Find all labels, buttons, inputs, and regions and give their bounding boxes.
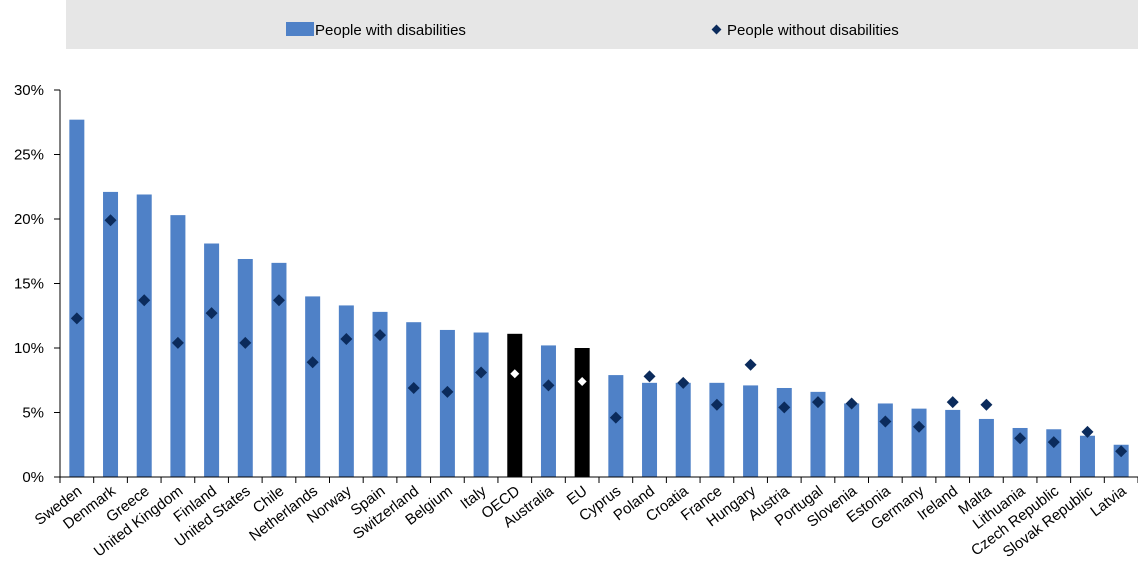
marker-portugal bbox=[811, 396, 824, 409]
marker-poland bbox=[643, 370, 656, 383]
marker-belgium bbox=[441, 385, 454, 398]
y-tick-label: 25% bbox=[14, 147, 44, 164]
bar-italy bbox=[473, 332, 489, 477]
marker-italy bbox=[475, 366, 488, 379]
marker-slovenia bbox=[845, 397, 858, 410]
bar-malta bbox=[978, 418, 994, 477]
y-tick-label: 0% bbox=[22, 469, 44, 486]
legend-label-without-disabilities: People without disabilities bbox=[727, 22, 899, 39]
bar-oecd bbox=[507, 333, 523, 477]
bar-sweden bbox=[69, 119, 85, 478]
legend-background bbox=[66, 0, 1138, 49]
bar-slovenia bbox=[844, 403, 860, 477]
bar-estonia bbox=[877, 403, 893, 477]
bar-norway bbox=[338, 305, 354, 477]
marker-spain bbox=[374, 329, 387, 342]
marker-finland bbox=[205, 307, 218, 320]
marker-norway bbox=[340, 332, 353, 345]
marker-latvia bbox=[1115, 445, 1128, 458]
bar-switzerland bbox=[406, 322, 422, 477]
y-tick-label: 5% bbox=[22, 405, 44, 422]
legend: People with disabilities People without … bbox=[286, 22, 899, 39]
bar-spain bbox=[372, 311, 388, 477]
bar-greece bbox=[136, 194, 152, 478]
marker-united-states bbox=[239, 336, 252, 349]
bar-series bbox=[69, 119, 1129, 478]
marker-hungary bbox=[744, 358, 757, 371]
marker-austria bbox=[778, 401, 791, 414]
marker-denmark bbox=[104, 214, 117, 227]
marker-cyprus bbox=[609, 411, 622, 424]
marker-greece bbox=[138, 294, 151, 307]
bar-chile bbox=[271, 262, 287, 477]
bar-poland bbox=[642, 382, 658, 477]
bar-united-states bbox=[237, 258, 253, 477]
bar-denmark bbox=[103, 191, 119, 477]
x-tick-label-latvia: Latvia bbox=[1087, 482, 1130, 520]
bar-hungary bbox=[743, 385, 759, 477]
marker-netherlands bbox=[306, 356, 319, 369]
marker-australia bbox=[542, 379, 555, 392]
marker-slovak-republic bbox=[1081, 425, 1094, 438]
y-tick-label: 10% bbox=[14, 340, 44, 357]
y-tick-label: 15% bbox=[14, 276, 44, 293]
bar-cyprus bbox=[608, 375, 624, 477]
marker-eu bbox=[577, 377, 587, 387]
marker-lithuania bbox=[1014, 432, 1027, 445]
bar-ireland bbox=[945, 409, 961, 477]
marker-croatia bbox=[677, 376, 690, 389]
marker-czech-republic bbox=[1047, 436, 1060, 449]
legend-marker-without-disabilities bbox=[711, 24, 722, 35]
marker-estonia bbox=[879, 415, 892, 428]
y-tick-label: 20% bbox=[14, 211, 44, 228]
marker-united-kingdom bbox=[171, 336, 184, 349]
bar-portugal bbox=[810, 391, 826, 477]
marker-switzerland bbox=[407, 381, 420, 394]
bar-slovak-republic bbox=[1079, 435, 1095, 477]
marker-ireland bbox=[946, 396, 959, 409]
bar-croatia bbox=[675, 382, 691, 477]
bar-austria bbox=[776, 387, 792, 477]
y-tick-label: 30% bbox=[14, 82, 44, 99]
bar-germany bbox=[911, 408, 927, 477]
marker-series bbox=[70, 214, 1128, 458]
marker-germany bbox=[913, 420, 926, 433]
marker-oecd bbox=[510, 369, 520, 379]
bar-eu bbox=[574, 348, 590, 477]
marker-malta bbox=[980, 398, 993, 411]
bar-finland bbox=[204, 243, 220, 477]
bar-netherlands bbox=[305, 296, 321, 477]
legend-swatch-with-disabilities bbox=[286, 22, 314, 36]
y-axis: 0% 5% 10% 15% 20% 25% 30% bbox=[14, 82, 61, 486]
marker-chile bbox=[272, 294, 285, 307]
bar-france bbox=[709, 382, 725, 477]
bar-australia bbox=[540, 345, 556, 477]
marker-france bbox=[710, 398, 723, 411]
legend-label-with-disabilities: People with disabilities bbox=[315, 22, 466, 39]
marker-sweden bbox=[70, 312, 83, 325]
bar-belgium bbox=[439, 329, 455, 477]
